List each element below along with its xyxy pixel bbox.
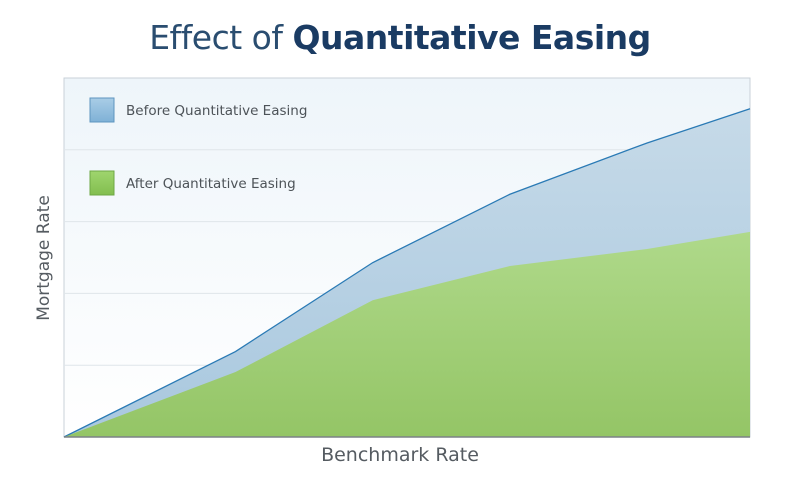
chart-title-emphasis: Quantitative Easing xyxy=(292,18,651,57)
y-axis-label: Mortgage Rate xyxy=(34,195,54,321)
x-axis-label: Benchmark Rate xyxy=(321,444,479,466)
legend-swatch-before xyxy=(89,97,115,123)
line-before xyxy=(63,108,751,438)
legend-label-after: After Quantitative Easing xyxy=(126,176,296,192)
legend-label-before: Before Quantitative Easing xyxy=(126,103,307,119)
legend: Before Quantitative Easing After Quantita… xyxy=(89,97,307,196)
area-after xyxy=(64,231,750,437)
chart-title-prefix: Effect of xyxy=(149,18,283,57)
legend-swatch-after xyxy=(89,170,115,196)
chart-title: Effect of Quantitative Easing xyxy=(0,14,800,62)
area-series xyxy=(63,108,751,438)
